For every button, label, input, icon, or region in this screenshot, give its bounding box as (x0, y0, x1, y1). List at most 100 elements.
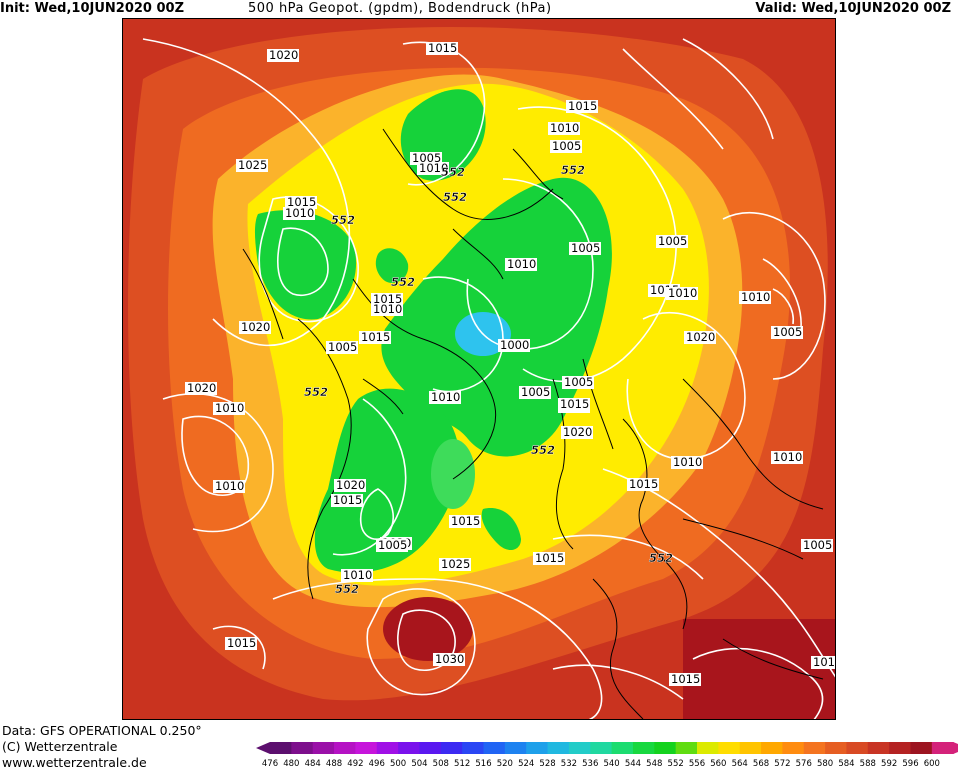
scale-swatch (675, 742, 698, 754)
isobar-label: 552 (391, 275, 415, 289)
weather-map[interactable]: 1020 1015 1025 1015 1010 1005 1010 552 552 552 101… (122, 18, 836, 720)
coastline (297, 318, 352, 600)
isobar-label: 1010 (431, 390, 460, 404)
scale-label: 568 (753, 759, 769, 769)
scale-swatch (398, 742, 420, 754)
isobar-line (142, 38, 351, 347)
isobar-label: 1020 (686, 330, 715, 344)
isobar-label: 1005 (773, 325, 802, 339)
coastline (582, 358, 614, 450)
isobar-label-box (285, 196, 317, 209)
isobar-label-box (561, 426, 593, 439)
isobar-line (626, 311, 746, 460)
isobar-label-box (185, 382, 217, 395)
isobar-label-box (569, 242, 601, 255)
isobar-label-box (811, 656, 835, 669)
scale-swatch (376, 742, 399, 754)
isobar-label-box (225, 637, 257, 650)
isobar-label: 1010 (373, 302, 402, 316)
scale-label: 564 (732, 759, 748, 769)
init-time-label: Init: Wed,10JUN2020 00Z (0, 1, 185, 16)
isobar-label-box (771, 326, 803, 339)
scale-arrow-right (953, 742, 958, 754)
coastline (682, 378, 824, 510)
scale-label: 476 (262, 759, 278, 769)
color-scale-swatches (256, 742, 958, 754)
isobar-label: 552 (335, 582, 359, 596)
isobar-labels: 1020 101510251015101010051010552552552101… (185, 41, 835, 686)
scale-swatch (440, 742, 463, 754)
scale-label: 540 (603, 759, 619, 769)
isobar-line (332, 398, 407, 556)
isobar-label-box (671, 456, 703, 469)
isobar-label: 1010 (215, 401, 244, 415)
isobar-label: 1030 (435, 652, 464, 666)
isobar-line (622, 48, 724, 150)
weather-map-graphic: 1020 101510251015101010051010552552552101… (123, 19, 835, 719)
isobar-label: 552 (331, 213, 355, 227)
isobar-label: 552 (441, 165, 465, 179)
isobar-label-box (376, 539, 408, 552)
isobar-line (277, 227, 329, 296)
scale-swatch (355, 742, 378, 754)
isobar-label: 552 (649, 551, 673, 565)
map-title: 500 hPa Geopot. (gpdm), Bodendruck (hPa) (248, 1, 552, 16)
very-high-region-southeast (683, 619, 835, 719)
scale-swatch (334, 742, 356, 754)
scale-label: 584 (838, 759, 854, 769)
scale-swatch (654, 742, 677, 754)
isobar-label: 1005 (658, 234, 687, 248)
scale-swatch (590, 742, 613, 754)
isobar-label: 552 (304, 385, 328, 399)
scale-label: 528 (539, 759, 555, 769)
isobar-label-box (550, 140, 582, 153)
isobar-line (682, 38, 774, 140)
isobar-label-box (656, 235, 688, 248)
isobar-label: 1010 (668, 286, 697, 300)
isobar-label-box (239, 321, 271, 334)
isobar-line (722, 211, 826, 380)
scale-swatch (761, 742, 783, 754)
isobar-label: 1000 (500, 338, 529, 352)
scale-swatch (632, 742, 655, 754)
scale-swatch (291, 742, 314, 754)
scale-label: 600 (924, 759, 940, 769)
coastline (242, 248, 284, 340)
scale-label: 560 (710, 759, 726, 769)
scale-label: 596 (902, 759, 918, 769)
isobar-label-box (739, 291, 771, 304)
isobar-line (692, 647, 824, 719)
isobar-label-box (429, 391, 461, 404)
isobar-label: 552 (531, 443, 555, 457)
scale-swatch (568, 742, 591, 754)
isobar-label: 552 (443, 190, 467, 204)
isobar-label-box (331, 494, 363, 507)
isobar-label: 1005 (564, 375, 593, 389)
data-source-label: Data: GFS OPERATIONAL 0.250° (2, 723, 202, 738)
scale-label: 524 (518, 759, 534, 769)
scale-arrow-left (256, 742, 270, 754)
isobar-label-box (213, 402, 245, 415)
isobar-label-box (326, 341, 358, 354)
scale-swatch (867, 742, 890, 754)
scale-label: 480 (283, 759, 299, 769)
scale-swatch (462, 742, 484, 754)
isobar-label: 1015 (333, 493, 362, 507)
coastline (352, 278, 497, 480)
isobar-label-box (341, 569, 373, 582)
coastline (622, 418, 688, 630)
isobar-label: 1010 (550, 121, 579, 135)
isobar-label: 1020 (563, 425, 592, 439)
scale-swatch (312, 742, 335, 754)
isobar-label: 1010 (419, 161, 448, 175)
isobar-label-box (519, 386, 551, 399)
isobar-label: 1010 (673, 455, 702, 469)
isobar-label-box (684, 331, 716, 344)
isobar-line (258, 196, 359, 323)
isobar-label-box (566, 100, 598, 113)
isobar-line (762, 258, 802, 330)
isobar-label: 1015 (535, 551, 564, 565)
isobar-label-box (771, 451, 803, 464)
isobar-label: 1015 (227, 636, 256, 650)
scale-swatch (825, 742, 847, 754)
